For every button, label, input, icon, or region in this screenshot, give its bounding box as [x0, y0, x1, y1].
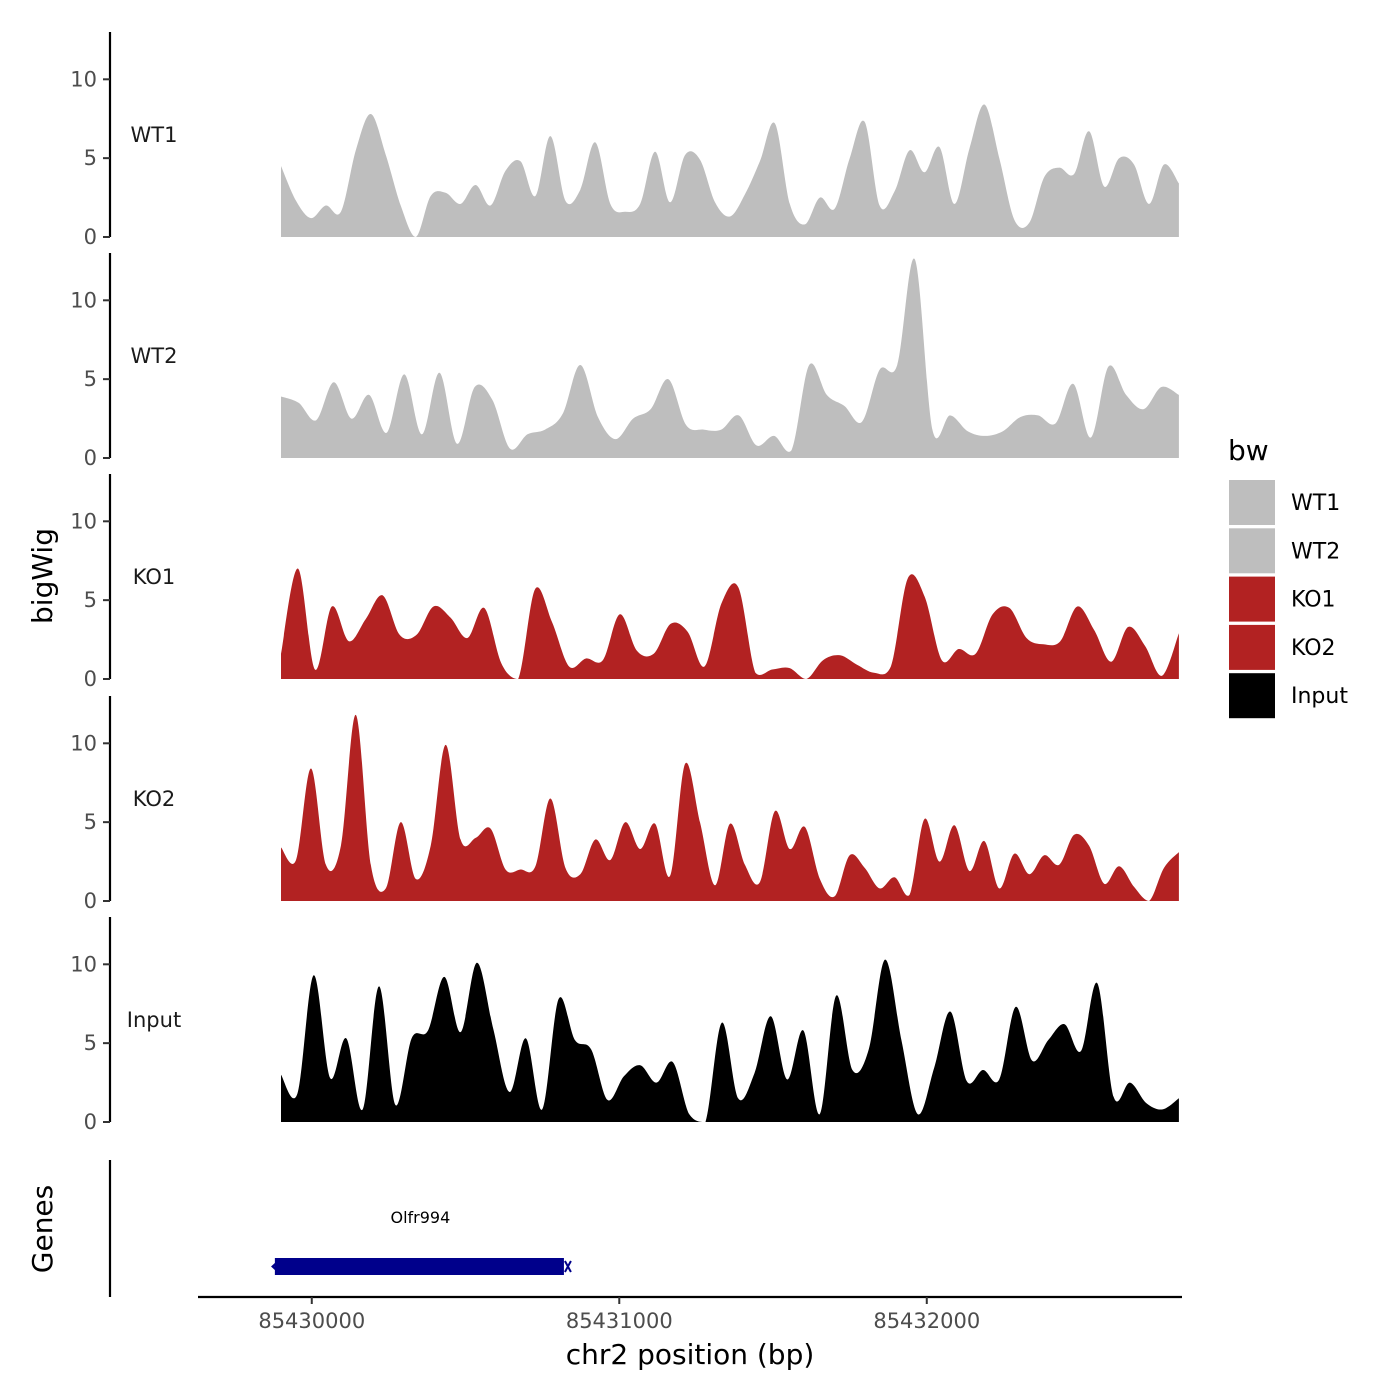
track-label: Input — [127, 1008, 181, 1032]
y-axis-title: bigWig — [26, 528, 59, 624]
track-input: 0 5 10 Input — [70, 917, 1179, 1134]
y-tick-label: 10 — [70, 952, 97, 976]
gene-body — [274, 1258, 564, 1275]
coverage-area-ko2 — [281, 714, 1179, 901]
x-tick-label: 85432000 — [873, 1309, 980, 1333]
y-tick-label: 0 — [84, 667, 97, 691]
x-axis-ticks: 85430000 85431000 85432000 — [258, 1297, 980, 1333]
y-tick-label: 0 — [84, 446, 97, 470]
strand-arrow-icon — [271, 1260, 280, 1273]
track-ko2: 0 5 10 KO2 — [70, 696, 1179, 913]
y-tick-label: 10 — [70, 67, 97, 91]
legend-label: KO2 — [1291, 636, 1336, 661]
coverage-area-wt2 — [281, 258, 1179, 458]
y-tick-label: 10 — [70, 731, 97, 755]
x-axis-title: chr2 position (bp) — [566, 1338, 815, 1371]
legend-swatch — [1229, 576, 1275, 622]
tracks-group: 0 5 10 WT1 0 5 10 WT2 0 5 10 KO1 0 5 10 KO2 0 5 10 Input — [70, 32, 1179, 1134]
track-label: KO2 — [133, 787, 176, 811]
legend-item-ko1: KO1 — [1229, 576, 1336, 622]
y-tick-label: 5 — [84, 1031, 97, 1055]
y-tick-label: 5 — [84, 810, 97, 834]
coverage-area-ko1 — [281, 568, 1179, 679]
legend-item-ko2: KO2 — [1229, 624, 1336, 670]
track-wt1: 0 5 10 WT1 — [70, 32, 1179, 249]
legend-item-wt1: WT1 — [1229, 480, 1340, 525]
gene-label: Olfr994 — [391, 1208, 451, 1227]
x-tick-label: 85430000 — [258, 1309, 365, 1333]
y-tick-label: 5 — [84, 588, 97, 612]
track-wt2: 0 5 10 WT2 — [70, 253, 1179, 470]
legend-swatch — [1229, 528, 1275, 574]
legend-item-wt2: WT2 — [1229, 528, 1340, 574]
legend-label: KO1 — [1291, 588, 1336, 613]
track-label: WT2 — [131, 344, 178, 368]
genes-panel-title: Genes — [26, 1185, 59, 1273]
coverage-area-wt1 — [281, 104, 1179, 237]
y-tick-label: 10 — [70, 509, 97, 533]
y-tick-label: 5 — [84, 367, 97, 391]
strand-end-icon — [564, 1260, 572, 1273]
track-ko1: 0 5 10 KO1 — [70, 474, 1179, 691]
legend-swatch — [1229, 624, 1275, 670]
legend-title: bw — [1228, 434, 1269, 467]
y-tick-label: 0 — [84, 225, 97, 249]
y-tick-label: 10 — [70, 288, 97, 312]
y-tick-label: 5 — [84, 146, 97, 170]
coverage-area-input — [281, 959, 1179, 1122]
legend-swatch — [1229, 673, 1275, 719]
y-tick-label: 0 — [84, 1110, 97, 1134]
gene-olfr994: Olfr994 — [271, 1208, 572, 1275]
legend-label: Input — [1291, 684, 1348, 709]
legend-item-input: Input — [1229, 673, 1348, 719]
x-tick-label: 85431000 — [566, 1309, 673, 1333]
legend-label: WT1 — [1291, 491, 1340, 516]
track-label: WT1 — [131, 123, 178, 147]
track-label: KO1 — [133, 565, 176, 589]
legend-swatch — [1229, 480, 1275, 525]
y-tick-label: 0 — [84, 889, 97, 913]
gene-annotations: Olfr994 — [271, 1208, 572, 1275]
legend: WT1 WT2 KO1 KO2 Input — [1229, 480, 1348, 719]
legend-label: WT2 — [1291, 539, 1340, 564]
